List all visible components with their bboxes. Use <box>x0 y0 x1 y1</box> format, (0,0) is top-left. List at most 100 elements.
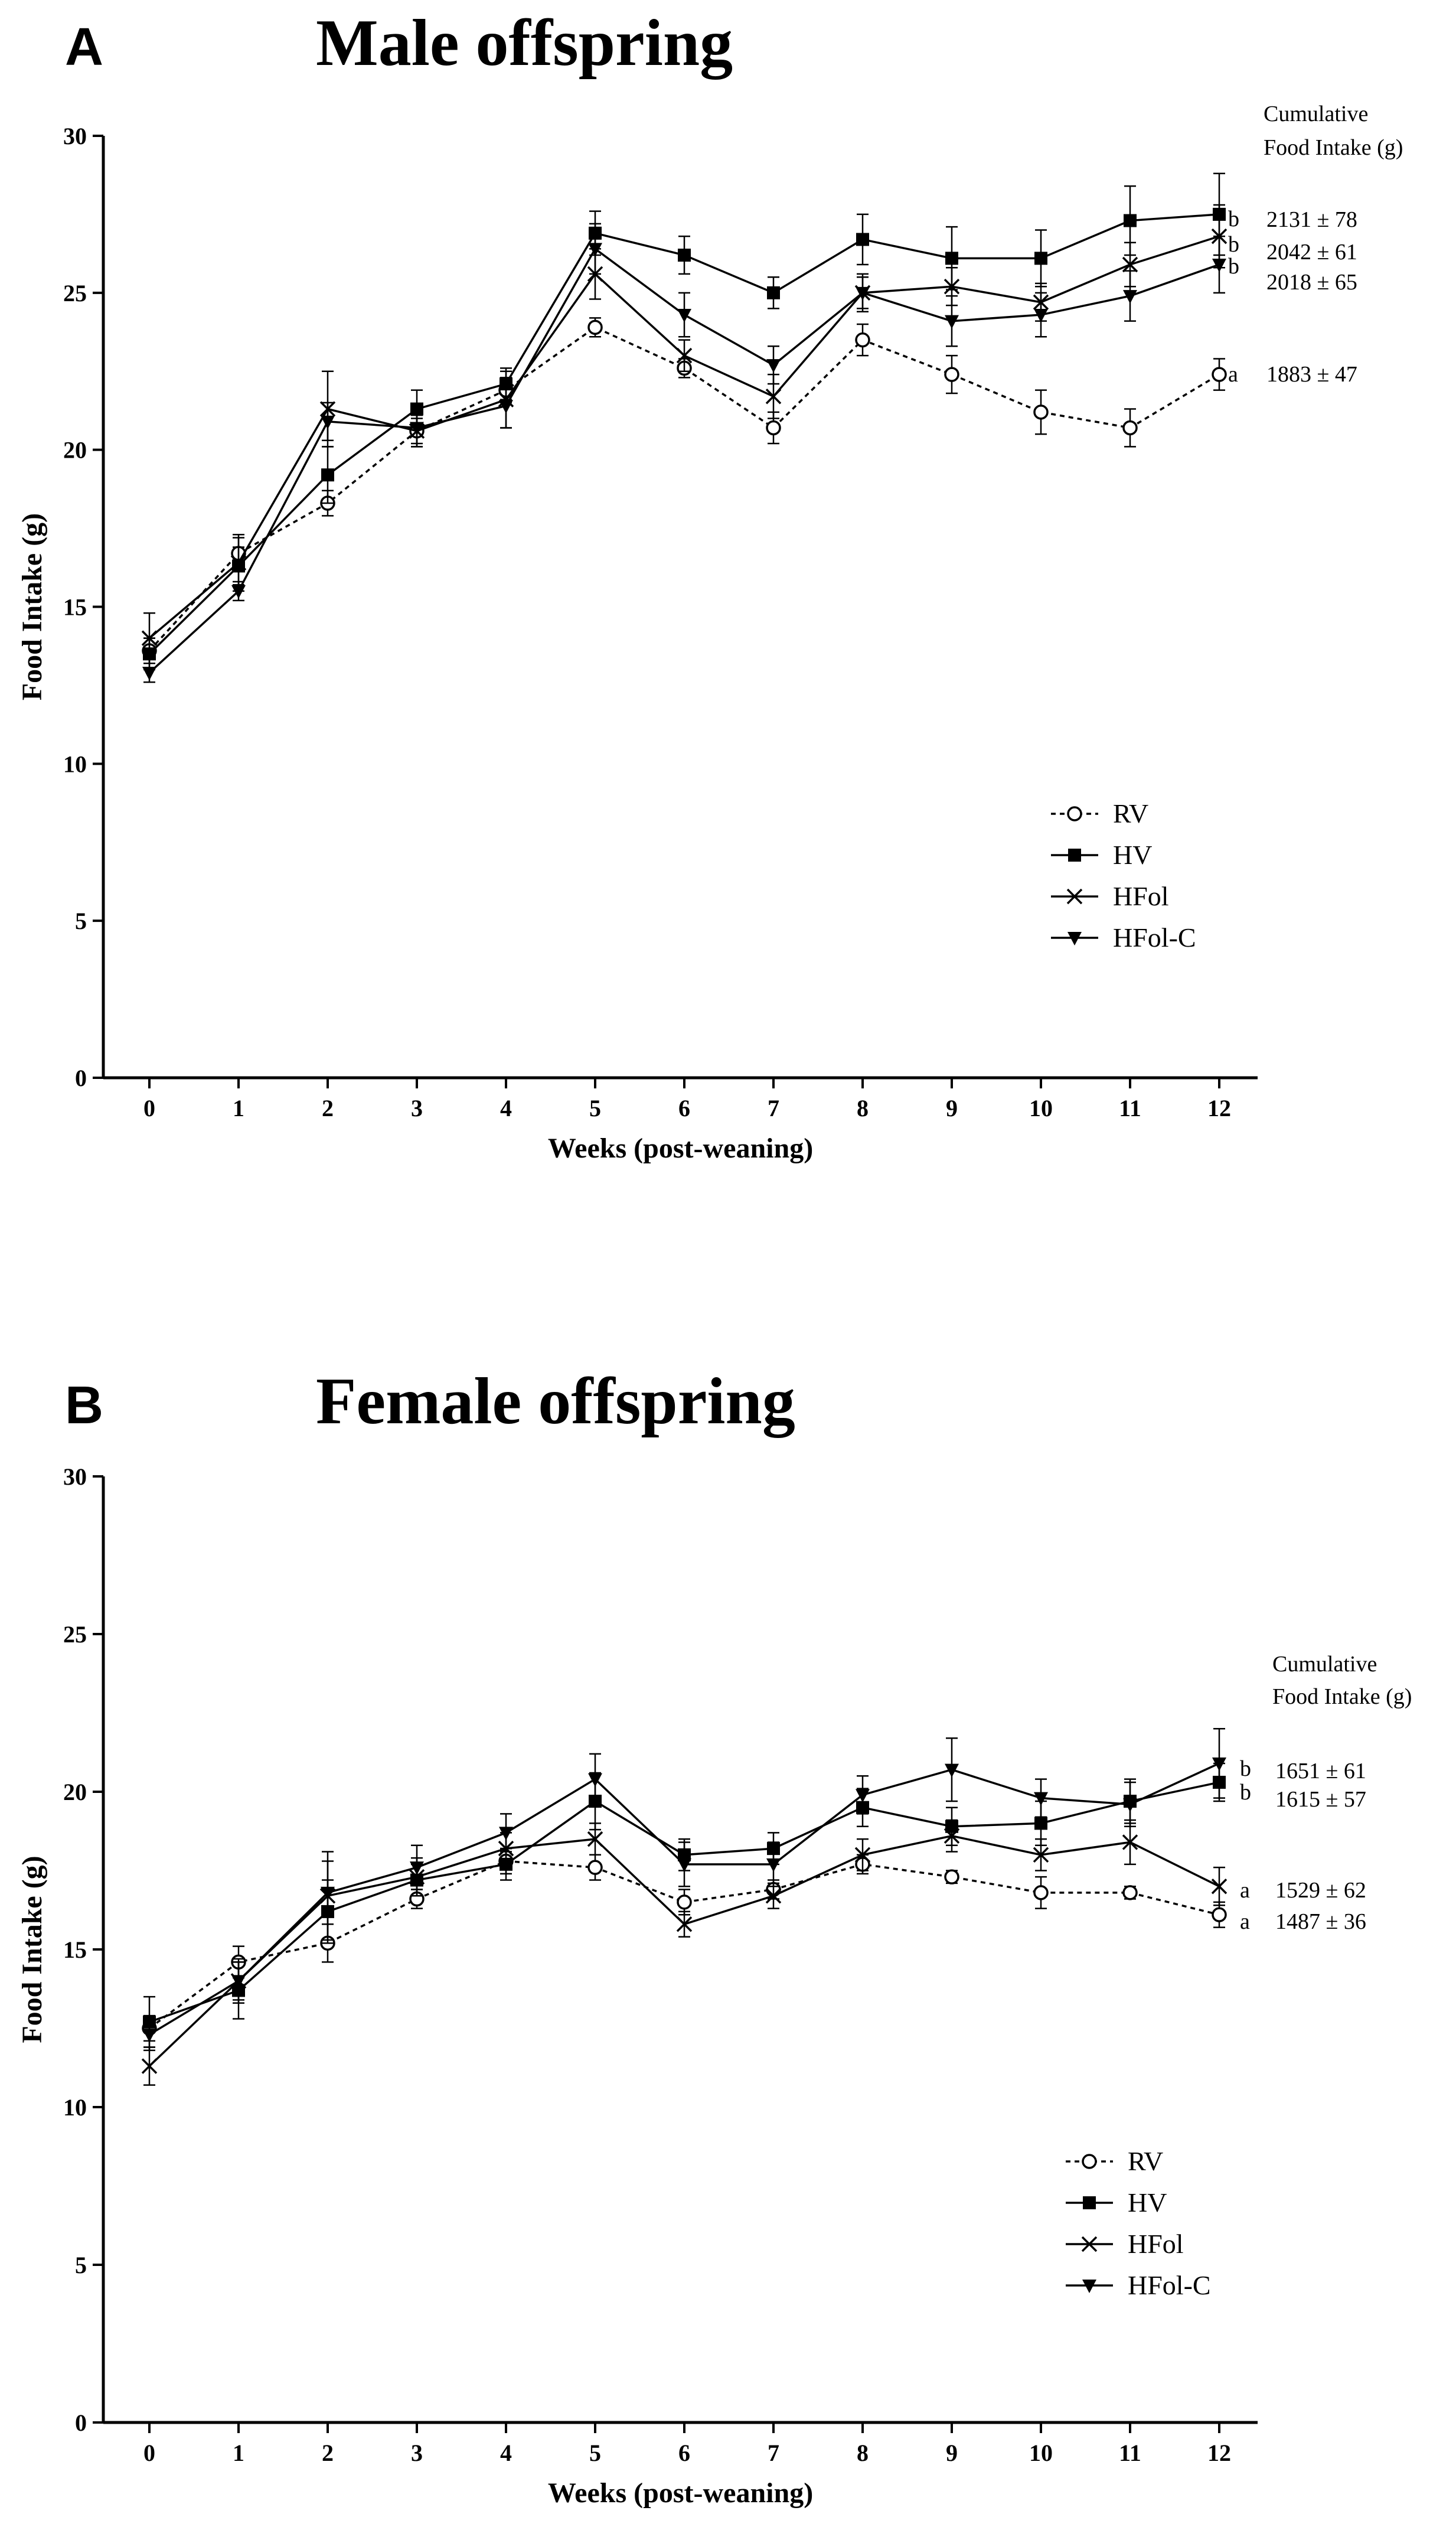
x-tick-label: 7 <box>768 2440 779 2466</box>
cumulative-header: Food Intake (g) <box>1272 1684 1412 1709</box>
data-point <box>587 1831 603 1847</box>
data-point <box>677 1858 691 1872</box>
data-point <box>410 422 424 436</box>
significance-letter: b <box>1240 1780 1251 1805</box>
cumulative-header: Food Intake (g) <box>1264 135 1403 160</box>
x-tick-label: 3 <box>411 2440 423 2466</box>
x-tick-label: 1 <box>233 1095 244 1121</box>
x-tick-label: 9 <box>946 1095 958 1121</box>
series-hfol-c <box>142 223 1226 683</box>
legend-label: RV <box>1113 798 1148 829</box>
data-point <box>767 286 780 299</box>
cumulative-value: 1487 ± 36 <box>1275 1909 1366 1934</box>
series-line <box>148 213 1220 655</box>
x-tick-label: 4 <box>500 1095 512 1121</box>
x-tick-label: 11 <box>1119 1095 1141 1121</box>
data-point <box>1123 290 1137 304</box>
significance-letter: b <box>1228 254 1239 279</box>
marker-x-stroke <box>944 1828 960 1844</box>
data-point <box>944 278 960 295</box>
data-point <box>410 1861 424 1876</box>
data-point <box>1122 1885 1138 1900</box>
data-point <box>499 1827 513 1841</box>
marker-x-stroke <box>1211 1878 1228 1895</box>
panel-letter: A <box>65 18 103 77</box>
data-point <box>1034 309 1048 323</box>
significance-letter: a <box>1240 1878 1250 1903</box>
data-point <box>856 1789 870 1803</box>
cumulative-value: 2131 ± 78 <box>1266 207 1357 232</box>
legend-marker <box>1067 806 1082 821</box>
legend-label: RV <box>1128 2146 1163 2176</box>
x-tick-label: 5 <box>589 2440 601 2466</box>
marker-x-stroke <box>1033 1847 1049 1863</box>
significance-letter: b <box>1228 207 1239 231</box>
data-point <box>231 585 246 599</box>
y-tick-label: 0 <box>75 1065 87 1091</box>
data-point <box>1212 1757 1226 1771</box>
x-tick-label: 0 <box>143 1095 155 1121</box>
data-point <box>1212 258 1226 272</box>
cumulative-value: 2018 ± 65 <box>1266 270 1357 295</box>
cumulative-header: Cumulative <box>1264 102 1368 126</box>
data-point <box>1123 1798 1137 1812</box>
data-point <box>945 252 958 265</box>
data-point <box>1034 1817 1047 1830</box>
marker-x-stroke <box>676 347 693 364</box>
y-axis-title: Food Intake (g) <box>17 513 48 700</box>
legend-label: HV <box>1128 2187 1167 2218</box>
legend-label: HFol-C <box>1113 922 1196 953</box>
x-tick-label: 10 <box>1029 2440 1053 2466</box>
legend-label: HFol <box>1113 881 1169 911</box>
x-tick-label: 4 <box>500 2440 512 2466</box>
legend-marker <box>1067 932 1082 945</box>
data-point <box>142 2029 156 2043</box>
data-point <box>855 332 870 348</box>
marker-x-stroke <box>230 555 247 571</box>
data-point <box>677 1895 692 1910</box>
legend-marker <box>1081 2236 1098 2252</box>
data-point <box>766 420 781 436</box>
marker-x-stroke <box>944 278 960 295</box>
significance-letter: a <box>1228 362 1238 387</box>
marker-x-stroke <box>587 1831 603 1847</box>
marker-x-stroke <box>854 1847 871 1863</box>
chart-title: Male offspring <box>316 6 733 80</box>
data-point <box>766 1858 781 1872</box>
data-point <box>1033 405 1049 420</box>
y-tick-label: 10 <box>63 751 87 777</box>
data-point <box>944 1869 959 1884</box>
data-point <box>1212 1907 1227 1923</box>
marker-x-stroke <box>1122 1834 1138 1850</box>
chart-title: Female offspring <box>316 1365 795 1438</box>
legend-marker <box>1066 888 1083 905</box>
data-point <box>1212 367 1227 382</box>
data-point <box>1122 1834 1138 1850</box>
data-point <box>321 415 335 429</box>
x-tick-label: 9 <box>946 2440 958 2466</box>
cumulative-value: 1883 ± 47 <box>1266 362 1357 387</box>
marker-x-stroke <box>1122 256 1138 273</box>
x-tick-label: 8 <box>857 2440 869 2466</box>
data-point <box>677 309 691 323</box>
x-tick-label: 12 <box>1207 2440 1231 2466</box>
y-tick-label: 5 <box>75 2252 87 2278</box>
data-point <box>676 1916 693 1932</box>
data-point <box>676 347 693 364</box>
cumulative-value: 1651 ± 61 <box>1275 1759 1366 1783</box>
data-point <box>321 1886 335 1900</box>
marker-x-stroke <box>1066 888 1083 905</box>
y-tick-label: 0 <box>75 2409 87 2436</box>
data-point <box>945 1763 959 1778</box>
data-point <box>1034 1792 1048 1806</box>
marker-x-stroke <box>141 2058 158 2074</box>
marker-x-stroke <box>141 630 158 646</box>
y-axis-title: Food Intake (g) <box>17 1856 48 2043</box>
x-tick-label: 5 <box>589 1095 601 1121</box>
y-tick-label: 10 <box>63 2094 87 2121</box>
series-hfol-c <box>142 1727 1226 2052</box>
legend-label: HV <box>1113 840 1152 870</box>
data-point <box>1034 252 1047 265</box>
